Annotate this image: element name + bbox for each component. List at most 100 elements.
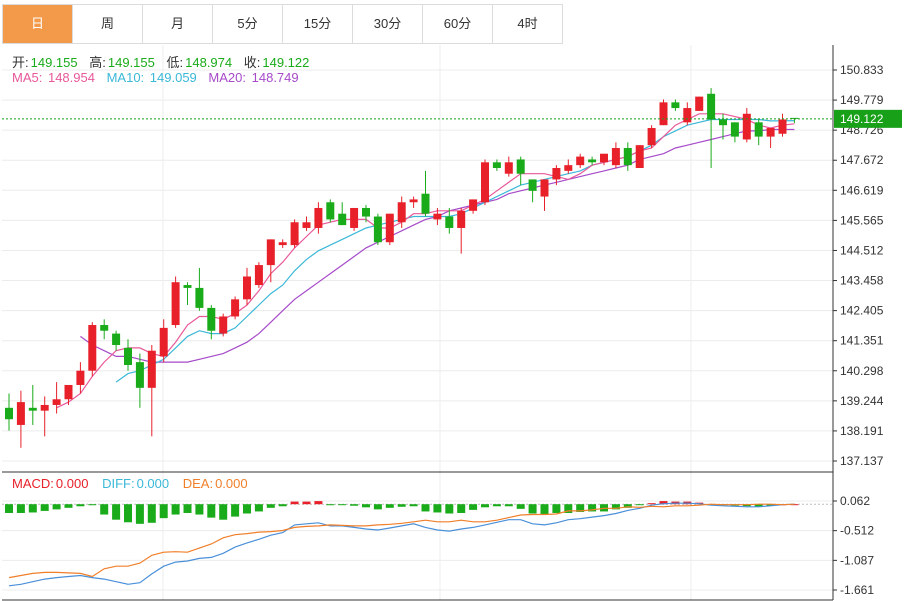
candle	[469, 199, 478, 214]
candle-body	[28, 407, 37, 411]
dea-line	[8, 503, 795, 579]
candle	[445, 207, 454, 234]
candle-body	[326, 202, 335, 220]
diff-label: DIFF:	[102, 476, 135, 491]
candle-body	[254, 265, 263, 286]
candle	[481, 159, 489, 206]
candle-body	[183, 285, 192, 288]
candle	[600, 153, 608, 166]
macd-bar	[385, 504, 394, 508]
current-price-tag	[834, 109, 902, 128]
candle	[385, 213, 394, 246]
candle-body	[397, 202, 406, 223]
tab-month[interactable]: 月	[143, 5, 213, 43]
macd-bar	[314, 501, 323, 505]
candle	[135, 353, 144, 408]
tab-4hour[interactable]: 4时	[493, 5, 563, 43]
macd-bar	[28, 504, 37, 513]
candle-body	[635, 145, 644, 169]
candle	[742, 108, 751, 143]
candle	[552, 165, 561, 186]
candle	[183, 282, 192, 306]
macd-bar	[290, 501, 299, 505]
macd-bar	[195, 504, 204, 515]
tab-day[interactable]: 日	[3, 5, 73, 43]
candle	[528, 179, 537, 203]
macd-bar	[397, 504, 406, 507]
high-label: 高:	[89, 55, 106, 70]
tab-30min[interactable]: 30分	[353, 5, 423, 43]
candle	[64, 384, 73, 405]
diff-value: 0.000	[136, 476, 170, 491]
ma-lines	[56, 113, 795, 409]
macd-bar	[611, 504, 620, 510]
candle-body	[433, 213, 442, 220]
macd-bar	[635, 504, 644, 506]
candle	[207, 305, 216, 340]
candle	[623, 142, 632, 171]
y-tick-label: 143.458	[840, 274, 884, 288]
macd-bar	[492, 504, 501, 507]
candle	[171, 276, 180, 328]
candle-body	[112, 333, 121, 346]
candle-body	[421, 193, 430, 214]
candle	[88, 322, 97, 377]
candle	[290, 219, 299, 248]
candle-body	[338, 213, 347, 226]
candle	[219, 313, 228, 337]
candle	[5, 393, 13, 431]
tab-5min[interactable]: 5分	[213, 5, 283, 43]
macd-bar	[564, 504, 573, 513]
candle	[778, 113, 787, 137]
candle	[40, 396, 49, 437]
candle-body	[576, 156, 585, 166]
macd-bar	[659, 501, 668, 505]
y-tick-label: 141.351	[840, 334, 884, 348]
macd-bar	[516, 504, 525, 509]
candle	[683, 102, 692, 126]
macd-bar	[64, 504, 73, 508]
tab-60min[interactable]: 60分	[423, 5, 493, 43]
macd-bar	[207, 504, 216, 518]
candle-body	[302, 222, 311, 228]
y-tick-label: 150.833	[840, 63, 884, 77]
tab-week[interactable]: 周	[73, 5, 143, 43]
candle-body	[373, 216, 382, 243]
candle	[124, 339, 132, 371]
macd-bar	[362, 504, 370, 508]
candle	[373, 213, 382, 246]
candle	[195, 267, 204, 311]
candle	[112, 330, 121, 351]
candle-body	[207, 307, 216, 331]
candle-body	[445, 216, 454, 228]
candle-body	[707, 93, 716, 120]
macd-bar	[469, 504, 478, 510]
macd-bar	[254, 504, 263, 512]
candle-body	[385, 213, 394, 243]
close-label: 收:	[243, 55, 261, 70]
macd-bar	[350, 504, 359, 506]
candle-body	[362, 207, 370, 217]
candle-body	[766, 128, 775, 137]
macd-info: MACD: 0.000 DIFF: 0.000 DEA: 0.000	[12, 476, 250, 491]
candle-body	[623, 148, 632, 166]
ma10-value: 149.059	[149, 70, 197, 85]
open-label: 开:	[12, 55, 29, 70]
candle-body	[135, 362, 144, 388]
candle	[243, 267, 251, 306]
tab-15min[interactable]: 15分	[283, 5, 353, 43]
candle-body	[124, 347, 132, 365]
candle	[516, 156, 525, 186]
candle	[28, 384, 37, 425]
macd-bar	[552, 504, 561, 513]
macd-y-tick-label: 0.062	[840, 494, 870, 508]
candle-body	[16, 402, 25, 425]
macd-y-tick-label: -1.661	[840, 583, 874, 597]
candle-body	[659, 102, 668, 126]
candle	[730, 122, 739, 143]
candle-body	[278, 242, 287, 246]
candle-body	[588, 159, 597, 163]
candle-body	[611, 148, 620, 166]
candle-body	[457, 210, 466, 228]
